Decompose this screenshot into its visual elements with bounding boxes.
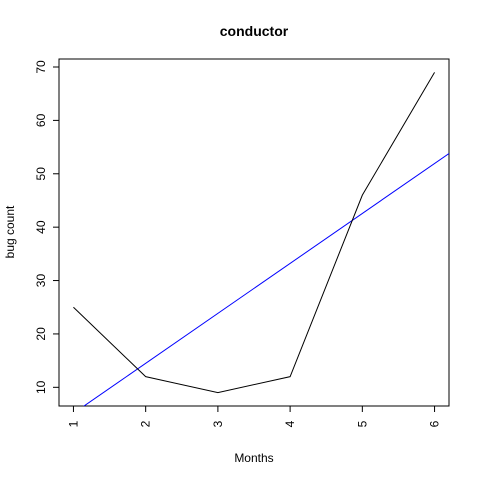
- x-tick-label: 1: [66, 420, 80, 427]
- x-tick-label: 6: [428, 420, 442, 427]
- series-layer: [59, 72, 449, 423]
- x-tick-label: 4: [283, 420, 297, 427]
- y-tick-label: 30: [34, 274, 48, 288]
- x-tick-label: 5: [355, 420, 369, 427]
- x-tick-label: 2: [139, 420, 153, 427]
- chart-title: conductor: [220, 23, 289, 39]
- x-axis-label: Months: [234, 451, 273, 465]
- y-axis-label: bug count: [3, 205, 17, 258]
- y-axis: 10 20 30 40 50 60 70: [34, 60, 59, 394]
- y-tick-label: 20: [34, 327, 48, 341]
- y-tick-label: 70: [34, 60, 48, 74]
- y-tick-label: 60: [34, 113, 48, 127]
- trend-line: [59, 153, 449, 423]
- y-tick-label: 50: [34, 167, 48, 181]
- series-line: [73, 72, 434, 392]
- y-tick-label: 40: [34, 220, 48, 234]
- plot-frame: [59, 59, 449, 406]
- x-axis: 1 2 3 4 5 6: [66, 406, 441, 427]
- x-tick-label: 3: [211, 420, 225, 427]
- y-tick-label: 10: [34, 380, 48, 394]
